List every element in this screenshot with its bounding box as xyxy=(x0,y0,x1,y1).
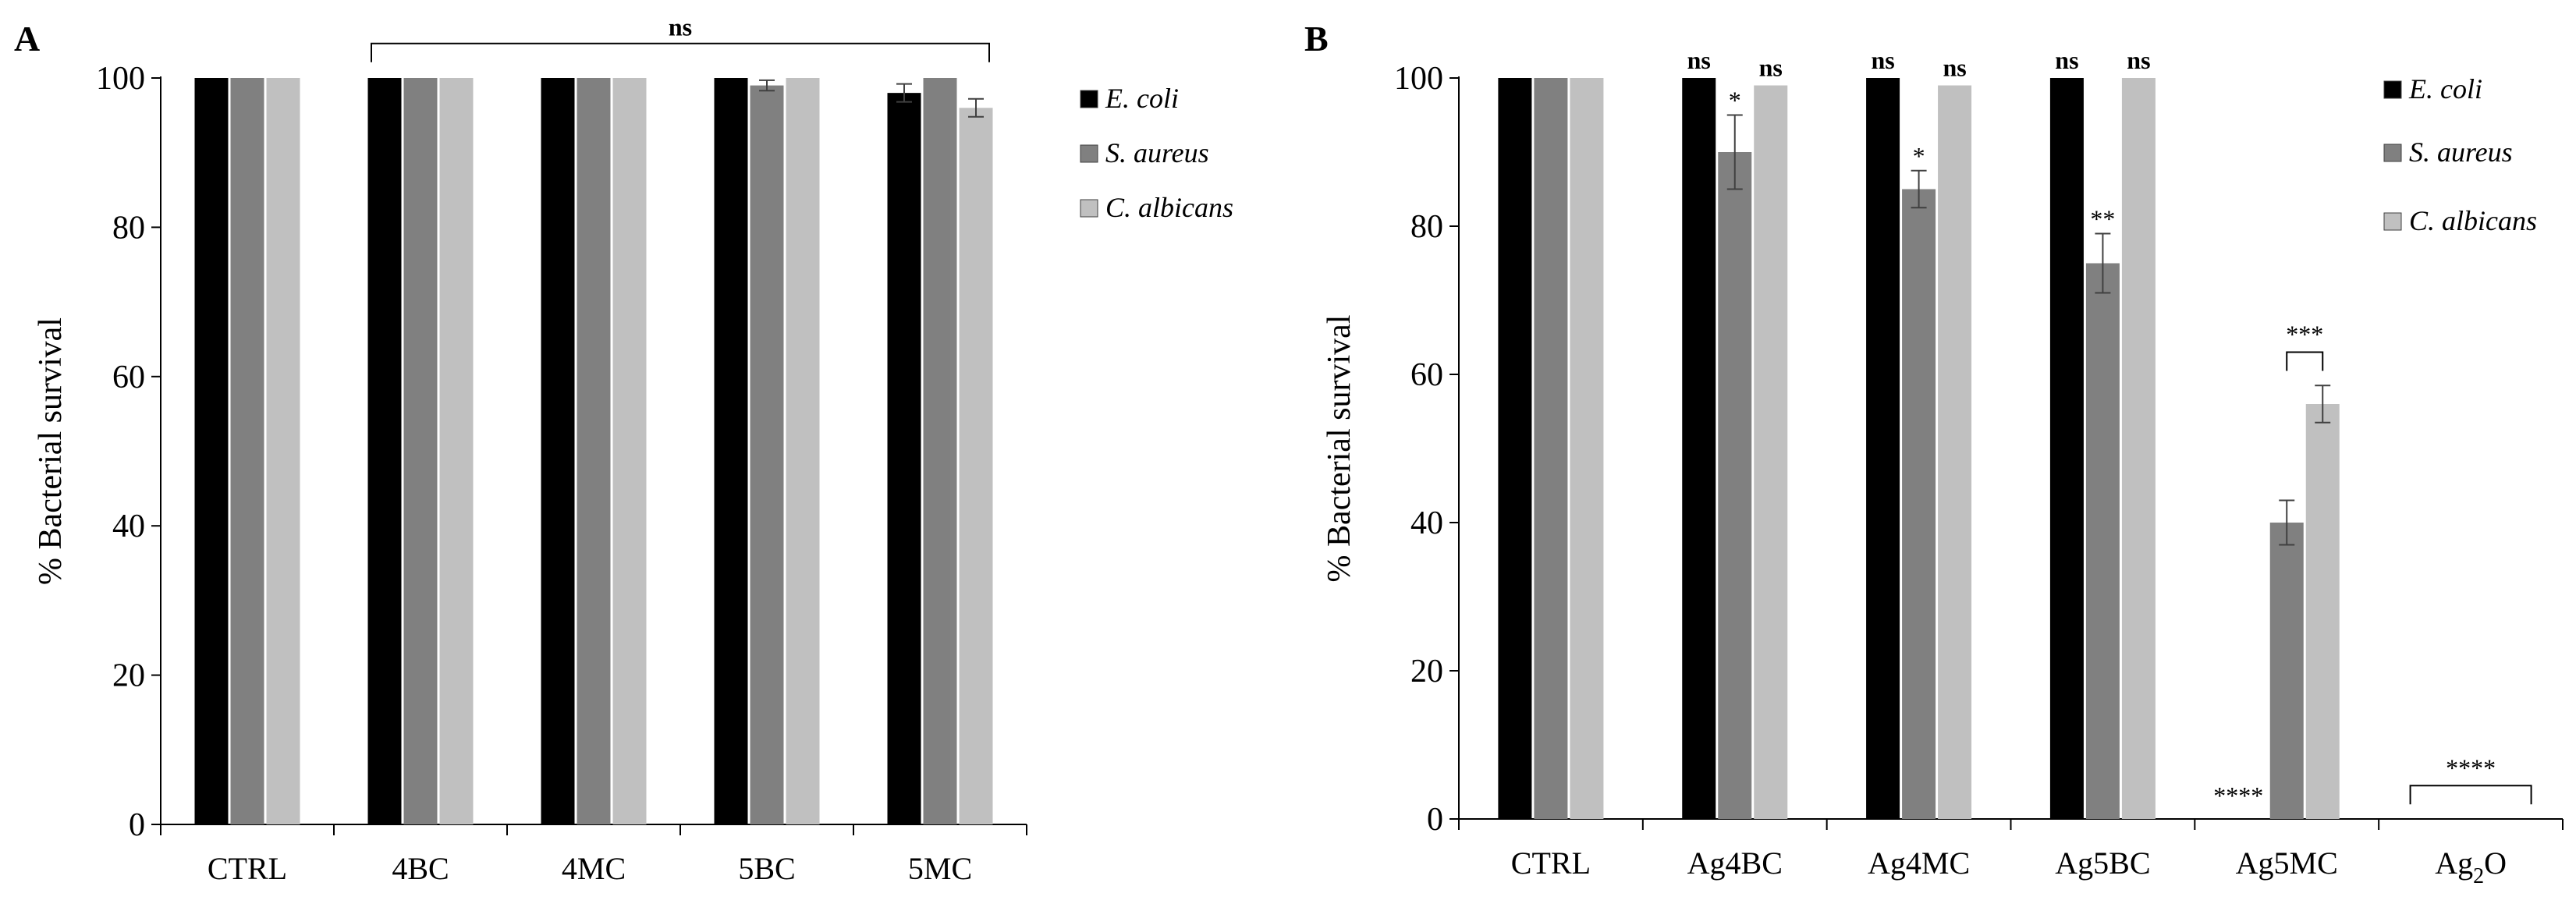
bar xyxy=(2269,523,2304,819)
bar xyxy=(1498,78,1532,819)
bar xyxy=(887,93,921,824)
bar xyxy=(959,108,993,824)
x-tick-label: Ag2O xyxy=(2435,845,2507,888)
significance-bracket xyxy=(2409,785,2532,805)
bar xyxy=(786,78,820,824)
y-tick-label: 60 xyxy=(112,360,145,395)
significance-label: ns xyxy=(2127,46,2150,74)
bar xyxy=(923,78,957,824)
bar xyxy=(1534,78,1568,819)
legend-swatch xyxy=(1080,199,1098,218)
bar xyxy=(439,78,474,824)
significance-label: **** xyxy=(2446,753,2496,782)
significance-label: ns xyxy=(1759,54,1783,82)
y-tick-label: 80 xyxy=(1410,209,1443,245)
panel-a-label: A xyxy=(14,19,40,58)
panel-b-plot: 0 20 40 60 80 100 % Bacterial survival CTRL Ag4B… xyxy=(1322,46,2564,888)
legend-label: S. aureus xyxy=(2409,136,2513,168)
panel-b-label: B xyxy=(1304,19,1329,58)
x-tick-label: Ag5MC xyxy=(2236,845,2338,881)
y-axis-label: % Bacterial survival xyxy=(1322,315,1357,583)
bar xyxy=(1682,78,1716,819)
y-tick-label: 40 xyxy=(112,509,145,544)
y-tick-label: 60 xyxy=(1410,357,1443,393)
legend-label: C. albicans xyxy=(2409,205,2537,236)
panel-a-plot: 0 20 40 60 80 100 % Bacterial survival CTRL 4BC 4… xyxy=(33,13,1233,886)
x-tick-label: Ag4BC xyxy=(1687,845,1783,881)
bar xyxy=(2085,263,2120,819)
y-tick-label: 0 xyxy=(1427,802,1443,838)
y-axis-label: % Bacterial survival xyxy=(33,317,69,585)
bar xyxy=(2121,78,2156,819)
legend-label: E. coli xyxy=(2408,73,2482,105)
significance-label: ** xyxy=(2090,205,2115,233)
x-tick-label: 4MC xyxy=(562,851,626,886)
legend-swatch xyxy=(2383,212,2402,231)
y-tick-label: 100 xyxy=(96,61,145,97)
significance-label: * xyxy=(1913,142,1925,170)
bar xyxy=(1902,189,1936,819)
x-tick-label: 5BC xyxy=(738,851,795,886)
bar xyxy=(541,78,575,824)
bar xyxy=(1718,152,1752,819)
bar xyxy=(1754,85,1788,819)
significance-label: * xyxy=(1729,87,1741,115)
legend-swatch xyxy=(2383,80,2402,99)
significance-label: ns xyxy=(1871,46,1894,74)
significance-label: *** xyxy=(2286,321,2323,349)
bar xyxy=(194,78,229,824)
panel-b: B 0 20 40 60 80 100 % Bacterial survival CTRL Ag… xyxy=(1304,19,2564,888)
bar xyxy=(714,78,748,824)
significance-bracket xyxy=(2286,351,2324,371)
y-tick-label: 20 xyxy=(112,658,145,694)
bar xyxy=(750,85,784,824)
y-tick-label: 100 xyxy=(1394,61,1443,97)
x-tick-label: 4BC xyxy=(392,851,449,886)
y-tick-label: 80 xyxy=(112,210,145,246)
legend-label: C. albicans xyxy=(1105,192,1233,223)
legend-label: S. aureus xyxy=(1105,137,1209,168)
bar xyxy=(577,78,611,824)
bar xyxy=(1866,78,1900,819)
bar xyxy=(367,78,402,824)
legend-swatch xyxy=(1080,90,1098,108)
legend-label: E. coli xyxy=(1105,83,1179,114)
significance-label: ns xyxy=(1687,46,1711,74)
x-tick-label: 5MC xyxy=(908,851,972,886)
y-tick-label: 40 xyxy=(1410,505,1443,541)
significance-label: ns xyxy=(669,13,692,41)
bar xyxy=(230,78,264,824)
x-tick-label: CTRL xyxy=(1511,845,1591,881)
bar xyxy=(266,78,300,824)
x-tick-label: Ag4MC xyxy=(1868,845,1970,881)
significance-bracket xyxy=(371,42,990,62)
x-tick-label: CTRL xyxy=(208,851,287,886)
legend-swatch xyxy=(1080,144,1098,163)
bar xyxy=(1570,78,1604,819)
bar xyxy=(2049,78,2084,819)
bar xyxy=(403,78,438,824)
panel-a: A 0 20 40 60 80 100 % Bacterial survival CTRL 4B… xyxy=(14,13,1233,886)
significance-label: ns xyxy=(2055,46,2078,74)
bar xyxy=(2305,404,2340,819)
bar xyxy=(612,78,647,824)
significance-label: ns xyxy=(1943,54,1966,82)
legend-swatch xyxy=(2383,144,2402,162)
x-tick-label: Ag5BC xyxy=(2055,845,2150,881)
y-tick-label: 0 xyxy=(129,807,145,843)
y-tick-label: 20 xyxy=(1410,654,1443,689)
significance-label: **** xyxy=(2213,782,2263,810)
bar xyxy=(1938,85,1972,819)
